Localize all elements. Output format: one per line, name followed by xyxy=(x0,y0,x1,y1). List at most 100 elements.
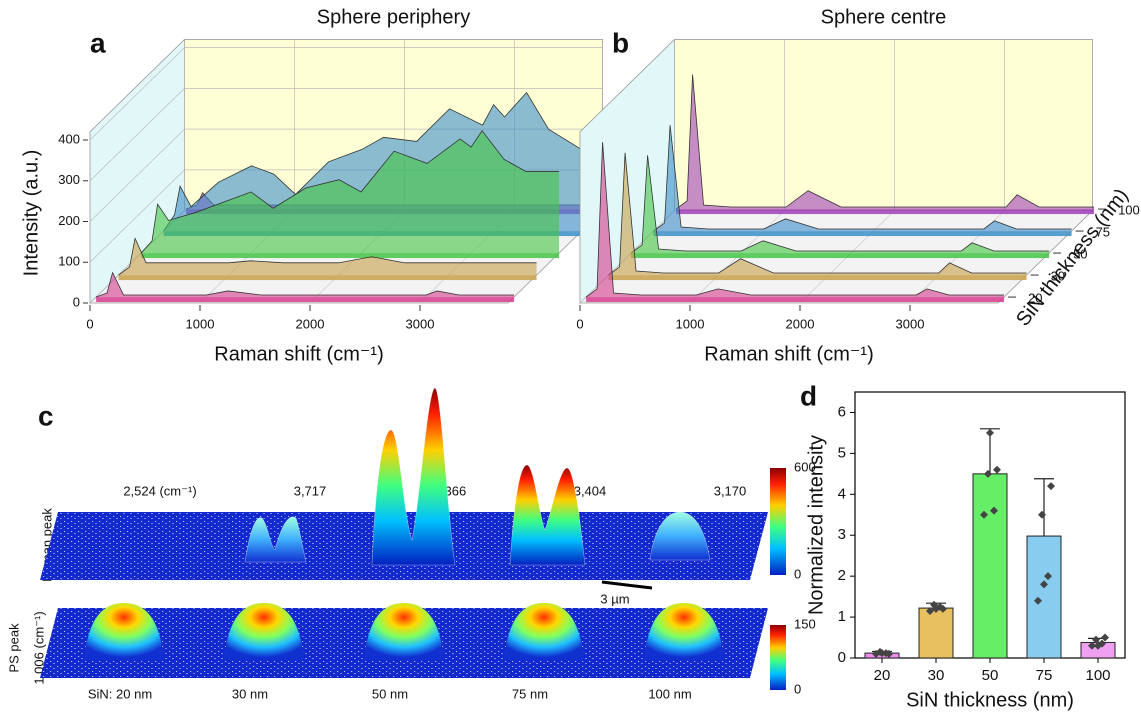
spectrum-line xyxy=(140,130,560,254)
data-point xyxy=(990,506,998,515)
y-tick-label: 1 xyxy=(838,608,846,625)
raman-peak xyxy=(244,516,307,563)
ps-dome xyxy=(364,603,444,660)
x-axis-title: Raman shift (cm⁻¹) xyxy=(214,343,383,365)
ps-dome xyxy=(224,603,304,660)
scale-bar xyxy=(601,580,653,590)
data-point xyxy=(878,649,886,658)
ps-dome xyxy=(644,603,724,660)
data-point xyxy=(1038,510,1046,519)
raman-peak xyxy=(649,511,711,561)
back-wall xyxy=(674,39,1093,211)
y-tick-label: 400 xyxy=(58,131,80,146)
ribbon xyxy=(141,253,560,259)
x-tick-label: 50 xyxy=(982,667,999,684)
panel-letter: d xyxy=(800,380,817,411)
data-point xyxy=(1092,635,1100,644)
x-tick-label: 30 xyxy=(928,667,945,684)
grid-line xyxy=(89,47,185,141)
x-tick-label: 1000 xyxy=(186,316,215,331)
panel-title: Sphere centre xyxy=(821,6,947,28)
grid-line xyxy=(89,128,185,222)
peak-label: 3,717 xyxy=(294,483,327,498)
data-point xyxy=(1101,633,1109,642)
grid-line xyxy=(89,169,185,263)
data-point xyxy=(1034,596,1042,605)
ribbon xyxy=(676,209,1095,215)
y-tick-label: 2 xyxy=(838,567,846,584)
y-tick-label: 300 xyxy=(58,172,80,187)
colorbar-label: 0 xyxy=(794,566,801,581)
thickness-label: 50 nm xyxy=(372,686,408,701)
scale-bar-label: 3 µm xyxy=(600,591,629,606)
spectrum-line xyxy=(585,142,1005,298)
area-fill xyxy=(141,130,560,254)
ribbon xyxy=(96,297,515,303)
x-tick-label: 100 xyxy=(1085,667,1110,684)
spectrum-line xyxy=(675,74,1095,210)
x-tick-label: 3000 xyxy=(896,316,925,331)
data-point xyxy=(1088,641,1096,650)
peak-label: 2,524 (cm⁻¹) xyxy=(123,483,196,498)
y-tick-label: 4 xyxy=(838,485,846,502)
data-point xyxy=(993,465,1001,474)
raman-peak xyxy=(371,387,456,566)
ribbon xyxy=(653,231,1072,237)
colorbar-label: 0 xyxy=(794,681,801,696)
y-axis-title: Intensity (a.u.) xyxy=(20,150,42,277)
peak-label: 3,404 xyxy=(574,483,607,498)
x-tick-label: 2000 xyxy=(296,316,325,331)
colorbar xyxy=(770,625,786,690)
ribbon xyxy=(118,275,537,281)
y-tick-label: 5 xyxy=(838,444,846,461)
z-tick-label: 20 xyxy=(1028,290,1042,305)
x-tick-label: 0 xyxy=(576,316,583,331)
z-tick-label: 100 xyxy=(1118,202,1140,217)
peak-label: 3,170 xyxy=(714,483,747,498)
spectrum-line xyxy=(630,155,1050,254)
row-label: 1,006 (cm⁻¹) xyxy=(31,611,46,684)
x-tick-label: 2000 xyxy=(786,316,815,331)
spectrum-line xyxy=(163,91,582,232)
ps-dome xyxy=(84,603,164,660)
data-point xyxy=(932,604,940,613)
ribbon xyxy=(586,297,1005,303)
data-point xyxy=(984,469,992,478)
y-tick-label: 200 xyxy=(58,213,80,228)
bar xyxy=(918,607,954,659)
data-point xyxy=(1040,580,1048,589)
data-point xyxy=(980,510,988,519)
y-tick-label: 0 xyxy=(73,294,80,309)
spectrum-line xyxy=(653,125,1072,232)
spectrum-line xyxy=(118,237,537,276)
z-tick-label: 75 xyxy=(1096,224,1110,239)
data-point xyxy=(885,649,893,658)
data-point xyxy=(1094,641,1102,650)
z-tick-label: 50 xyxy=(1073,246,1087,261)
data-point xyxy=(1047,482,1055,491)
panel-letter: b xyxy=(612,27,629,58)
row-label: PS peak xyxy=(6,623,21,673)
z-tick-label: 30 xyxy=(1051,268,1065,283)
raman-peak xyxy=(509,464,586,566)
x-axis-title: SiN thickness (nm) xyxy=(906,689,1074,711)
panel-letter: c xyxy=(38,400,54,431)
x-tick-label: 3000 xyxy=(406,316,435,331)
x-tick-label: 75 xyxy=(1036,667,1053,684)
x-tick-label: 0 xyxy=(86,316,93,331)
thickness-label: SiN: 20 nm xyxy=(88,686,152,701)
colorbar xyxy=(770,468,786,575)
thickness-label: 75 nm xyxy=(512,686,548,701)
spectrum-line xyxy=(95,271,515,298)
panel-title: Sphere periphery xyxy=(317,6,470,28)
y-tick-label: 100 xyxy=(58,254,80,269)
area-fill xyxy=(118,238,537,276)
thickness-label: 100 nm xyxy=(648,686,691,701)
colorbar-label: 150 xyxy=(794,616,816,631)
spectrum-line xyxy=(608,152,1027,276)
ps-dome xyxy=(504,603,584,660)
data-point xyxy=(939,604,947,613)
x-tick-label: 20 xyxy=(874,667,891,684)
